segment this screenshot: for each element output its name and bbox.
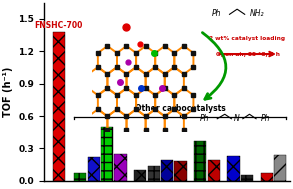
Text: FNSHC-700: FNSHC-700 — [35, 21, 83, 30]
Bar — [114, 154, 127, 181]
Bar — [101, 127, 113, 181]
Bar — [194, 141, 206, 181]
Bar — [53, 32, 65, 181]
Y-axis label: TOF (h⁻¹): TOF (h⁻¹) — [3, 67, 13, 117]
Bar — [241, 175, 253, 181]
Bar — [134, 170, 146, 181]
Bar — [274, 155, 286, 181]
Text: Other carbocatalysts: Other carbocatalysts — [135, 104, 226, 113]
Bar — [227, 156, 240, 181]
Bar — [148, 166, 160, 181]
Bar — [161, 160, 173, 181]
Bar — [174, 161, 187, 181]
Bar — [74, 173, 86, 181]
Bar — [260, 173, 273, 181]
Bar — [88, 157, 100, 181]
Bar — [207, 160, 220, 181]
